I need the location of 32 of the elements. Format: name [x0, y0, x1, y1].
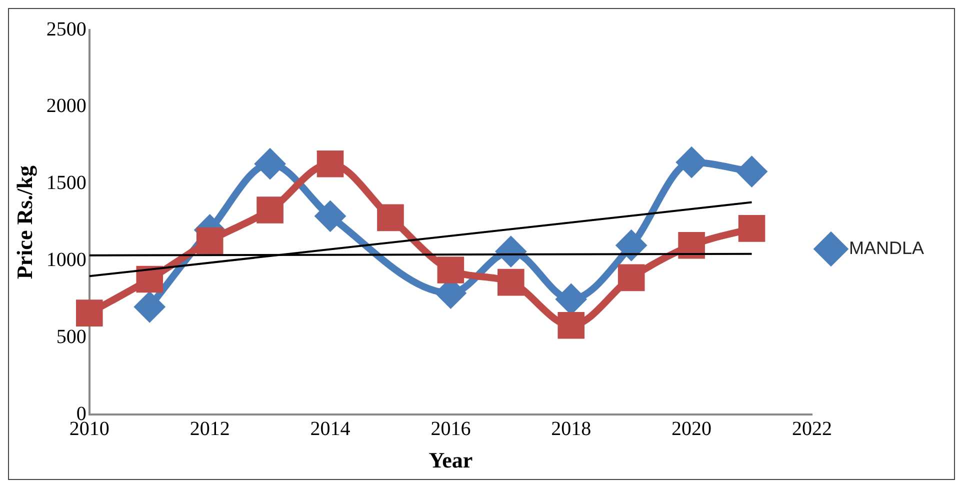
point	[135, 292, 164, 322]
x-tick-label: 2020	[672, 418, 712, 440]
point	[616, 230, 646, 260]
point	[377, 204, 404, 232]
point	[136, 266, 164, 293]
x-tick-label: 2014	[310, 418, 350, 440]
x-tick-label: 2018	[551, 418, 592, 440]
point	[558, 312, 585, 339]
point	[738, 215, 766, 242]
y-tick-label: 2000	[46, 95, 86, 118]
point	[737, 157, 766, 186]
legend-label: MANDLA	[848, 238, 924, 258]
y-tick-label: 2500	[46, 18, 86, 40]
point	[196, 227, 224, 254]
y-tick-label: 500	[56, 326, 86, 348]
x-tick-label: 2016	[430, 418, 471, 440]
x-tick-label: 2022	[792, 418, 832, 440]
point	[556, 284, 586, 314]
x-tick-label: 2012	[190, 418, 230, 440]
point	[76, 300, 103, 326]
y-tick-label: 1500	[46, 172, 86, 194]
y-axis-title: Price Rs./kg	[12, 165, 37, 280]
point	[677, 148, 706, 177]
point	[316, 150, 344, 178]
point	[437, 256, 464, 284]
x-axis-title: Year	[428, 447, 473, 472]
y-tick-label: 1000	[46, 249, 86, 272]
point	[498, 268, 524, 296]
point	[316, 202, 345, 231]
point	[256, 196, 284, 224]
point	[618, 264, 645, 292]
point	[256, 149, 285, 178]
